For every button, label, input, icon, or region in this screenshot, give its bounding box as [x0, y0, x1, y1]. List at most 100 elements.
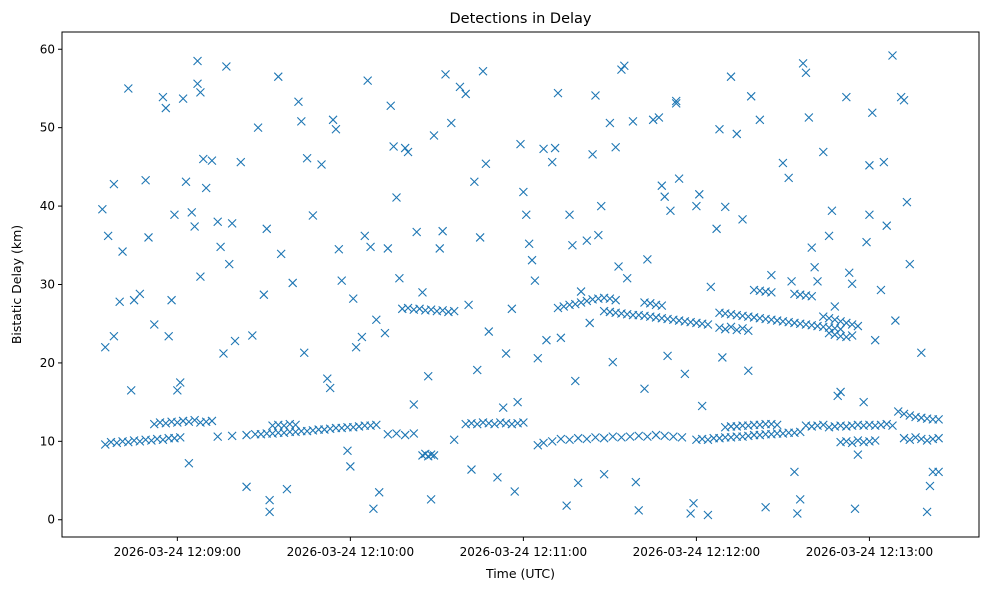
data-point: [426, 305, 436, 314]
data-point: [573, 478, 583, 488]
data-point: [593, 230, 603, 240]
data-point: [905, 411, 915, 420]
data-point: [755, 115, 765, 125]
data-point: [715, 323, 724, 333]
data-point: [213, 432, 223, 442]
data-point: [905, 259, 915, 269]
data-point: [196, 87, 205, 97]
data-point: [498, 403, 508, 413]
data-point: [599, 433, 609, 443]
x-tick-label: 2026-03-24 12:12:00: [633, 545, 760, 559]
data-point: [565, 435, 574, 445]
data-point: [732, 129, 742, 139]
data-point: [100, 440, 110, 449]
data-point: [475, 233, 485, 242]
data-point: [628, 117, 638, 126]
data-point: [490, 419, 499, 429]
data-point: [198, 154, 208, 164]
data-point: [824, 328, 834, 338]
data-point: [847, 331, 857, 340]
data-point: [149, 320, 159, 329]
data-point: [712, 224, 721, 234]
data-point: [380, 328, 390, 338]
data-point: [859, 397, 869, 407]
data-point: [273, 72, 283, 82]
data-point: [175, 378, 185, 387]
data-point: [585, 318, 595, 328]
data-point: [726, 72, 736, 82]
data-point: [510, 487, 520, 496]
data-point: [472, 419, 482, 429]
data-point: [617, 433, 626, 442]
data-point: [668, 432, 678, 442]
data-point: [570, 376, 580, 386]
data-point: [518, 418, 528, 427]
y-tick-label: 10: [40, 434, 55, 448]
data-point: [841, 332, 851, 342]
data-point: [824, 231, 834, 241]
data-point: [853, 321, 863, 331]
data-point: [824, 313, 834, 323]
data-point: [738, 324, 747, 333]
data-point: [804, 113, 814, 122]
data-point: [262, 224, 272, 234]
data-point: [703, 435, 713, 445]
data-point: [899, 409, 909, 419]
data-point: [925, 481, 935, 491]
data-point: [720, 202, 730, 212]
data-point: [726, 322, 736, 332]
data-point: [484, 327, 494, 336]
data-point: [400, 430, 410, 440]
data-point: [302, 153, 312, 163]
data-point: [680, 369, 690, 379]
data-point: [516, 139, 525, 149]
data-point: [219, 349, 228, 358]
data-point: [429, 451, 439, 460]
data-point: [412, 227, 422, 237]
data-point: [178, 94, 188, 104]
data-point: [576, 298, 586, 307]
data-point: [720, 324, 730, 334]
data-point: [847, 438, 857, 448]
data-point: [438, 305, 448, 315]
data-point: [224, 259, 234, 269]
data-point: [400, 143, 410, 153]
x-tick-label: 2026-03-24 12:09:00: [114, 545, 241, 559]
data-point: [605, 118, 615, 128]
data-point: [591, 433, 600, 442]
data-point: [625, 432, 635, 442]
data-point: [118, 247, 127, 256]
data-point: [706, 282, 716, 292]
data-point: [170, 210, 179, 220]
data-point: [201, 183, 211, 193]
data-point: [230, 336, 240, 346]
data-point: [556, 333, 566, 343]
data-point: [922, 507, 932, 517]
data-point: [882, 221, 892, 231]
data-point: [415, 304, 424, 314]
data-point: [435, 244, 445, 253]
data-point: [337, 276, 347, 285]
data-point: [899, 95, 909, 105]
data-point: [732, 325, 742, 335]
data-point: [539, 438, 548, 448]
data-point: [888, 51, 897, 60]
data-point: [562, 501, 572, 511]
data-point: [184, 458, 194, 468]
data-point: [591, 91, 600, 100]
data-point: [135, 289, 145, 299]
data-point: [654, 113, 664, 122]
data-point: [703, 510, 713, 520]
data-point: [97, 204, 107, 214]
data-point: [190, 222, 200, 231]
data-point: [818, 312, 828, 322]
data-point: [357, 332, 367, 342]
data-point: [144, 233, 153, 242]
data-point: [371, 420, 381, 430]
data-point: [631, 477, 641, 487]
data-point: [807, 243, 817, 253]
data-point: [539, 144, 548, 154]
data-point: [743, 366, 753, 376]
data-point: [196, 272, 205, 282]
